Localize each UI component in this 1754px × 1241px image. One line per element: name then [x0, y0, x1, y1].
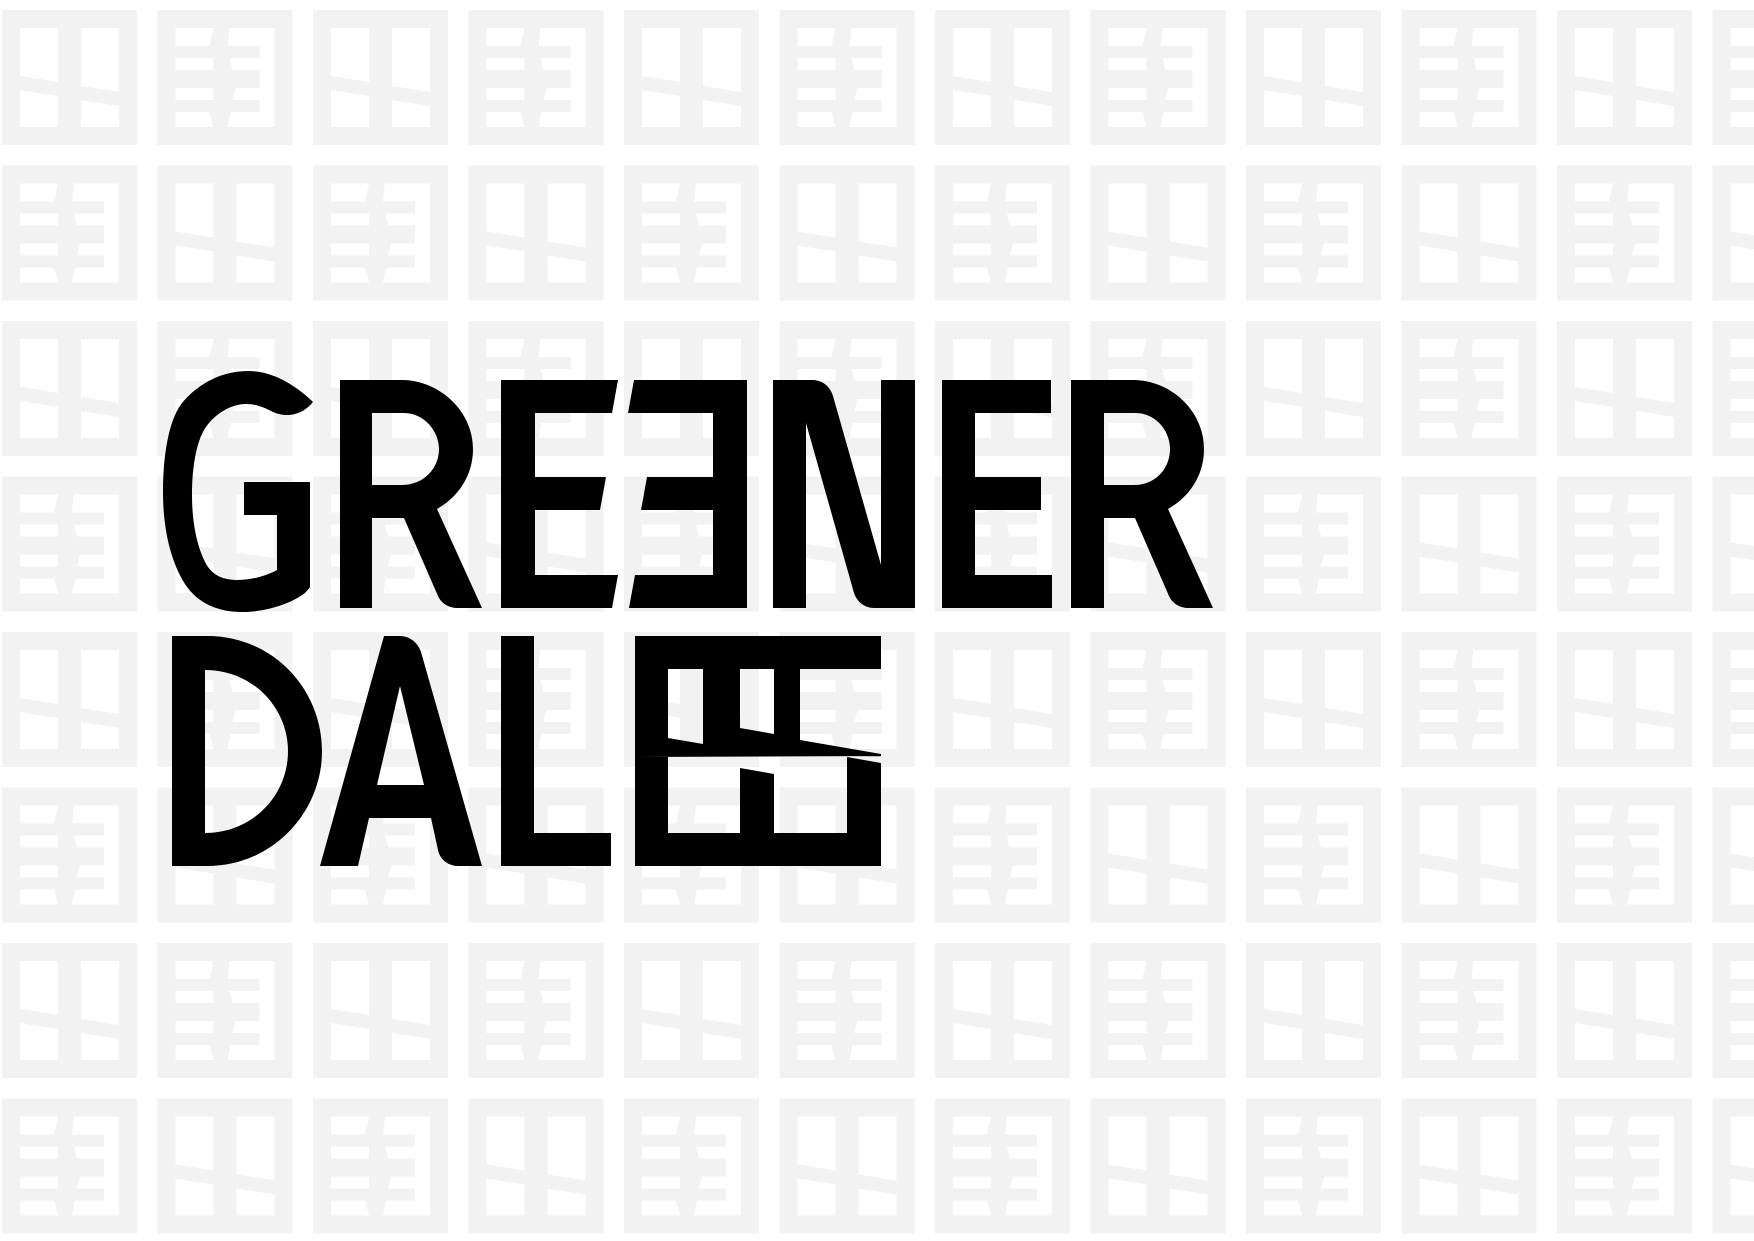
logo-letter-e: [501, 380, 618, 608]
logo-monogram-icon: [635, 636, 881, 866]
logo-letter-a: [320, 636, 482, 866]
logo-letter-r: [340, 380, 482, 608]
logo-letter-e-reversed: [628, 380, 747, 608]
logo-letter-l: [501, 636, 611, 866]
logo-letter-e: [942, 380, 1052, 608]
logo-letter-g: [163, 371, 313, 612]
logo-letter-n: [773, 380, 915, 608]
logo-letter-r: [1071, 380, 1213, 608]
logo-letter-d: [172, 636, 322, 866]
